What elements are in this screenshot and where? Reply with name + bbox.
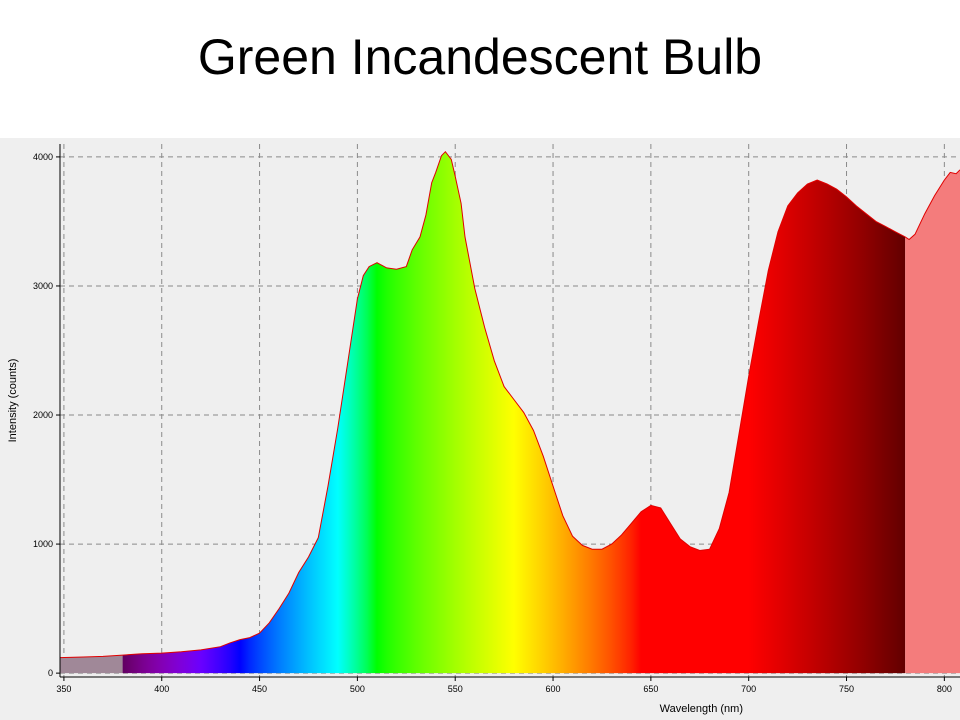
x-axis-label: Wavelength (nm)	[660, 703, 743, 715]
y-tick-labels: 0 1000 2000 3000 4000	[33, 152, 60, 678]
y-axis-label: Intensity (counts)	[7, 359, 19, 443]
spectrum-fill	[59, 150, 960, 674]
spectrum-chart: 350 400 450 500 550 600 650 700 750 800 0 1000 2000…	[7, 144, 960, 715]
page-title: Green Incandescent Bulb	[197, 29, 763, 85]
x-tick-label: 450	[252, 684, 267, 694]
y-tick-label: 1000	[33, 539, 53, 549]
y-tick-label: 2000	[33, 410, 53, 420]
visible-region-fill	[122, 151, 906, 674]
x-tick-label: 800	[937, 684, 952, 694]
x-tick-label: 400	[154, 684, 169, 694]
x-tick-label: 500	[350, 684, 365, 694]
x-tick-label: 700	[741, 684, 756, 694]
axes	[59, 144, 960, 678]
x-tick-label: 550	[448, 684, 463, 694]
x-tick-label: 600	[546, 684, 561, 694]
chart-area: 350 400 450 500 550 600 650 700 750 800 0 1000 2000…	[0, 138, 960, 720]
spectrum-line	[59, 150, 960, 659]
x-tick-labels: 350 400 450 500 550 600 650 700 750 800	[56, 677, 952, 694]
y-tick-label: 0	[48, 668, 53, 678]
ir-region-fill	[905, 169, 960, 674]
y-tick-label: 4000	[33, 152, 53, 162]
x-tick-label: 350	[56, 684, 71, 694]
x-tick-label: 750	[839, 684, 854, 694]
x-tick-label: 650	[643, 684, 658, 694]
y-tick-label: 3000	[33, 281, 53, 291]
uv-region-fill	[60, 655, 123, 674]
